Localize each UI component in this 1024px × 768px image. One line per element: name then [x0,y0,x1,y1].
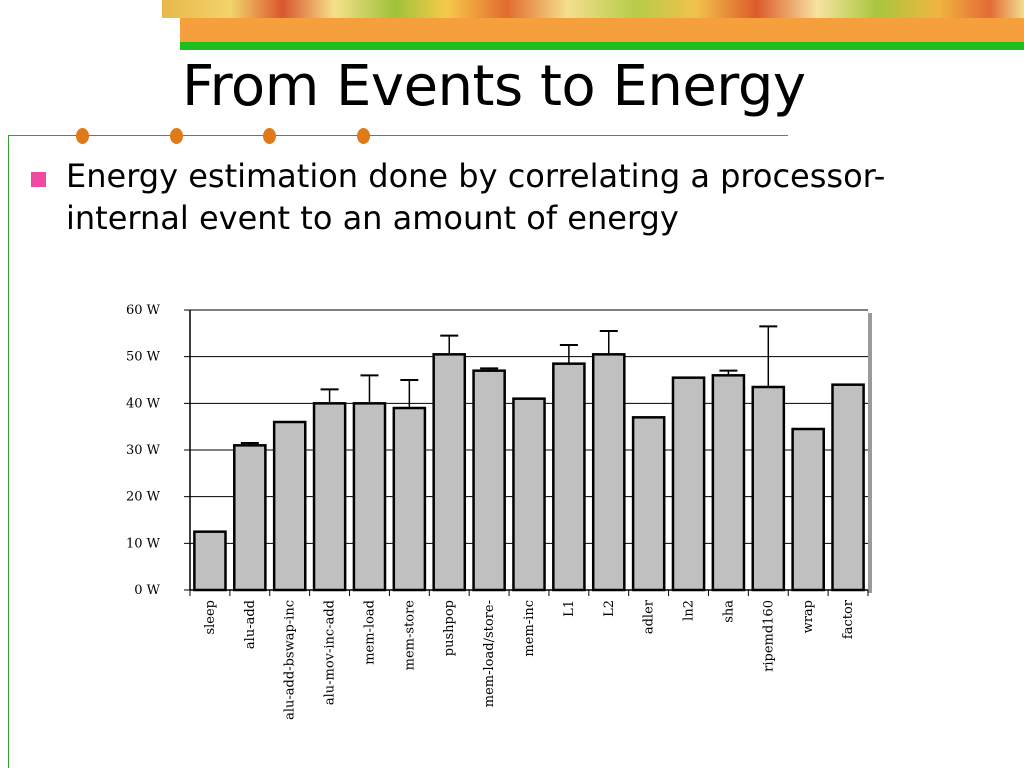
x-tick-label: sleep [203,600,218,635]
rule-dot [76,128,89,144]
y-tick-label: 50 W [126,350,161,365]
bar [791,427,825,592]
bar [711,374,746,592]
bar [193,530,227,592]
bar [352,402,387,592]
plot-shadow [868,313,872,593]
x-tick-label: mem-load/store- [482,600,497,707]
bar [272,420,307,592]
x-tick-label: mem-load [362,600,377,665]
bar [512,397,546,592]
slide-title: From Events to Energy [182,54,806,119]
x-tick-label: alu-add [243,600,258,649]
x-tick-label: ripemd160 [761,600,776,672]
y-tick-label: 10 W [126,536,161,551]
x-tick-label: ln2 [682,600,697,621]
y-tick-label: 30 W [126,443,161,458]
left-rule [8,135,9,768]
x-tick-label: adler [642,599,657,634]
y-tick-label: 0 W [134,583,160,598]
x-tick-label: alu-mov-inc-add [323,600,338,705]
rule-dot [263,128,276,144]
x-tick-label: alu-add-bswap-inc [283,600,298,720]
bullet-text: Energy estimation done by correlating a … [66,157,886,237]
bar [552,362,586,592]
header-decoration [162,0,1024,18]
bar [671,376,706,592]
x-tick-label: sha [721,600,736,623]
x-tick-label: mem-store [402,600,417,671]
x-tick-label: L2 [602,600,617,617]
header-orange-band [180,18,1024,42]
bar [312,402,347,592]
x-tick-label: L1 [562,600,577,617]
x-axis-ticks: sleep alu-add alu-add-bswap-inc alu-mov-inc… [189,590,869,720]
x-tick-label: mem-inc [522,600,537,657]
bar [392,406,427,592]
bar [432,353,467,592]
bar [751,385,786,592]
bar [233,444,267,592]
y-tick-label: 60 W [126,303,161,318]
bullet-marker [31,172,46,187]
bar [591,353,626,592]
title-rule [8,135,788,136]
bars [193,353,865,592]
y-tick-label: 40 W [126,396,161,411]
y-axis-ticks: 0 W 10 W 20 W 30 W 40 W 50 W 60 W [126,303,190,598]
rule-dot [357,128,370,144]
bar [472,369,506,592]
bar [831,383,865,592]
bar [631,416,666,592]
error-bars [240,325,778,446]
header-green-band [180,42,1024,50]
y-tick-label: 20 W [126,490,161,505]
x-tick-label: wrap [801,600,816,633]
x-tick-label: pushpop [442,600,457,656]
energy-bar-chart: 0 W 10 W 20 W 30 W 40 W 50 W 60 W sleep alu-add… [126,303,872,720]
x-tick-label: factor [841,599,856,639]
rule-dot [170,128,183,144]
